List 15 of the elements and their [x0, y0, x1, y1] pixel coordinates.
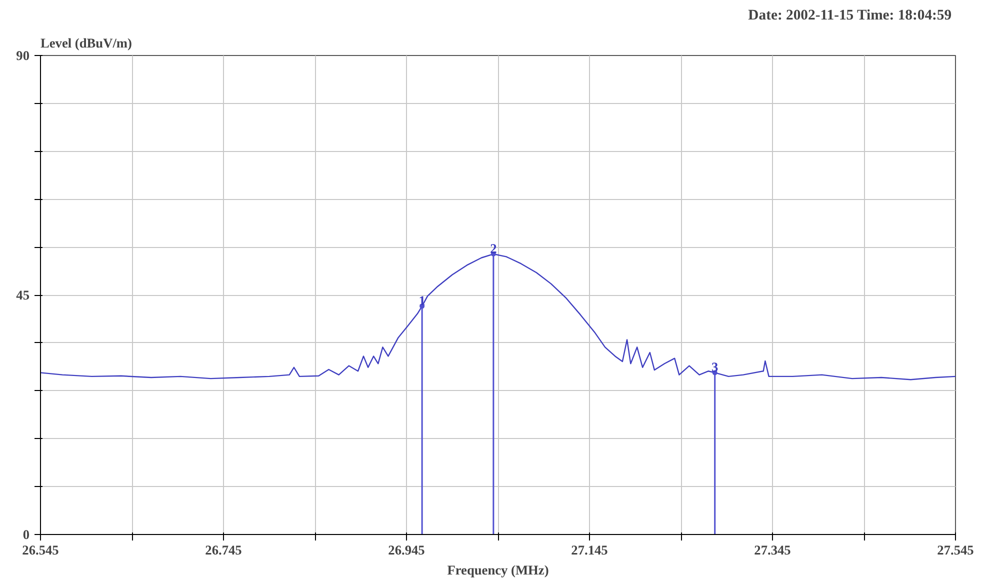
x-tick-label: 27.345	[754, 542, 792, 558]
annotation: 2	[490, 241, 498, 256]
x-tick-label: 26.545	[22, 542, 60, 558]
x-tick-label: 26.745	[205, 542, 242, 558]
y-tick-label: 45	[16, 288, 30, 302]
chart-title: Date: 2002-11-15 Time: 18:04:59	[748, 8, 952, 24]
annotation: 3	[712, 360, 719, 375]
x-tick-label: 27.145	[571, 542, 608, 558]
x-tick-label: 26.945	[388, 542, 426, 558]
y-axis-title: Level (dBuV/m)	[40, 36, 132, 50]
line-series	[40, 253, 956, 380]
y-tick-label: 90	[16, 48, 30, 63]
x-tick-label: 27.545	[937, 542, 974, 558]
y-tick-label: 0	[22, 527, 30, 542]
x-axis-title: Frequency (MHz)	[447, 562, 549, 578]
